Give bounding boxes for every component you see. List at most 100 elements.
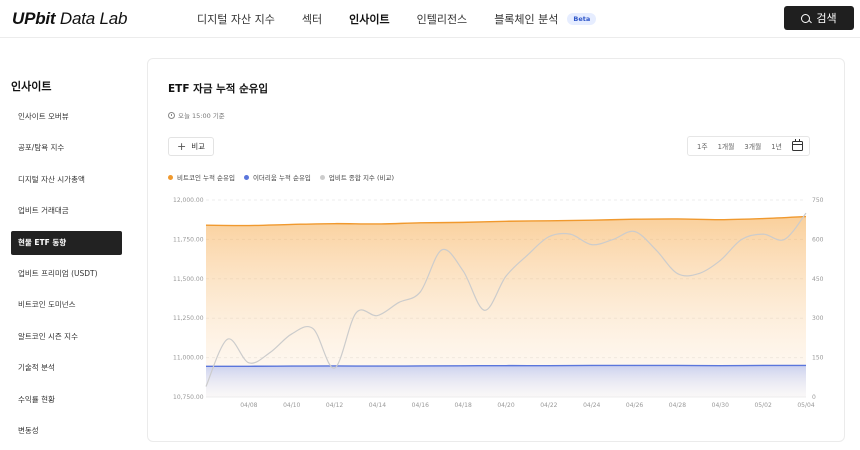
index-series-point bbox=[634, 231, 636, 233]
legend-index-dot bbox=[319, 174, 325, 180]
x-tick-label: 05/02 bbox=[754, 402, 771, 409]
index-series-point bbox=[419, 291, 421, 293]
index-series-point bbox=[784, 239, 786, 241]
x-tick-label: 04/24 bbox=[583, 402, 600, 409]
range-selector: 1주 1개월 3개월 1년 bbox=[687, 136, 810, 156]
index-series-point bbox=[355, 312, 357, 314]
x-tick-label: 04/26 bbox=[626, 402, 643, 409]
y-left-tick-label: 10,750.00 bbox=[173, 394, 204, 401]
eth-series-point bbox=[762, 365, 764, 367]
y-right-tick-label: 750 bbox=[812, 197, 824, 204]
eth-series-point bbox=[591, 365, 593, 367]
btc-series-point bbox=[291, 224, 293, 226]
sidebar-item-insight-overview[interactable]: 인사이트 오버뷰 bbox=[18, 112, 69, 121]
y-axis-right: 750 600 450 300 150 0 bbox=[812, 197, 824, 401]
x-tick-label: 04/30 bbox=[712, 402, 729, 409]
index-series-point bbox=[227, 338, 229, 340]
legend-index[interactable]: 업비트 종합 지수 (비교) bbox=[319, 172, 394, 182]
btc-series-point bbox=[462, 222, 464, 224]
x-tick-label: 04/20 bbox=[497, 402, 514, 409]
btc-series-point bbox=[719, 219, 721, 221]
index-series-point bbox=[805, 212, 807, 214]
index-series-point bbox=[612, 239, 614, 241]
x-axis: 04/08 04/10 04/12 04/14 04/16 04/18 04/20 04/22… bbox=[240, 402, 815, 409]
eth-series-point bbox=[419, 365, 421, 367]
legend-index-label: 업비트 종합 지수 (비교) bbox=[328, 174, 394, 182]
range-1y[interactable]: 1년 bbox=[771, 143, 782, 151]
nav-blockchain-analysis[interactable]: 블록체인 분석 bbox=[494, 13, 559, 26]
btc-series-point bbox=[419, 222, 421, 224]
eth-series-point bbox=[377, 365, 379, 367]
range-1m[interactable]: 1개월 bbox=[717, 143, 735, 151]
range-1w[interactable]: 1주 bbox=[697, 143, 708, 151]
sidebar-item-altcoin-season[interactable]: 알트코인 시즌 지수 bbox=[18, 332, 78, 341]
index-series-point bbox=[462, 270, 464, 272]
top-header: UPbit Data Lab 디지털 자산 지수 섹터 인사이트 인텔리전스 블… bbox=[0, 0, 860, 38]
eth-series-point bbox=[505, 365, 507, 367]
sidebar-item-btc-dominance[interactable]: 비트코인 도미넌스 bbox=[18, 300, 76, 309]
range-3m[interactable]: 3개월 bbox=[744, 143, 762, 151]
index-series-point bbox=[698, 273, 700, 275]
y-right-tick-label: 600 bbox=[812, 236, 824, 243]
y-left-tick-label: 11,500.00 bbox=[173, 276, 204, 283]
sidebar-item-technical-analysis[interactable]: 기술적 분석 bbox=[18, 363, 55, 372]
sidebar-item-returns[interactable]: 수익률 현황 bbox=[18, 395, 55, 404]
eth-series-point bbox=[719, 365, 721, 367]
x-tick-label: 04/10 bbox=[283, 402, 300, 409]
index-series-line bbox=[205, 212, 807, 387]
x-tick-label: 04/22 bbox=[540, 402, 557, 409]
index-series-point bbox=[269, 352, 271, 354]
compare-button[interactable]: + 비교 bbox=[168, 137, 215, 156]
eth-series-line bbox=[205, 364, 807, 367]
index-series-point bbox=[719, 260, 721, 262]
y-axis-left: 12,000.00 11,750.00 11,500.00 11,250.00 11,0… bbox=[173, 197, 204, 401]
nav-digital-asset-index[interactable]: 디지털 자산 지수 bbox=[197, 13, 275, 26]
index-series-point bbox=[655, 249, 657, 251]
btc-series-point bbox=[677, 218, 679, 220]
index-series-point bbox=[377, 315, 379, 317]
y-right-tick-label: 0 bbox=[812, 394, 816, 401]
eth-series-point bbox=[248, 365, 250, 367]
etf-flow-card: ETF 자금 누적 순유입 오늘 15:00 기준 + 비교 1주 1개월 3개… bbox=[147, 58, 845, 442]
nav-intelligence[interactable]: 인텔리전스 bbox=[416, 13, 468, 26]
search-button[interactable]: 검색 bbox=[784, 6, 854, 30]
btc-series-point bbox=[334, 223, 336, 225]
legend-eth-dot bbox=[243, 174, 249, 180]
sidebar-item-fear-greed[interactable]: 공포/탐욕 지수 bbox=[18, 143, 65, 152]
sidebar-item-market-cap[interactable]: 디지털 자산 시가총액 bbox=[18, 175, 85, 184]
eth-series-point bbox=[677, 365, 679, 367]
y-right-tick-label: 150 bbox=[812, 355, 824, 362]
sidebar-item-premium-usdt[interactable]: 업비트 프리미엄 (USDT) bbox=[18, 269, 98, 278]
btc-series-point bbox=[205, 224, 207, 226]
index-series-point bbox=[741, 239, 743, 241]
compare-label: 비교 bbox=[191, 142, 206, 151]
eth-series-point bbox=[462, 365, 464, 367]
y-left-tick-label: 11,000.00 bbox=[173, 355, 204, 362]
search-button-label: 검색 bbox=[816, 12, 837, 25]
index-series-point bbox=[248, 362, 250, 364]
sidebar-item-volatility[interactable]: 변동성 bbox=[18, 426, 39, 435]
sidebar: 인사이트 인사이트 오버뷰 공포/탐욕 지수 디지털 자산 시가총액 업비트 거… bbox=[0, 38, 130, 450]
btc-series-point bbox=[634, 218, 636, 220]
sidebar-item-spot-etf[interactable]: 현물 ETF 동향 bbox=[11, 231, 122, 255]
etf-flow-chart[interactable]: 12,000.00 11,750.00 11,500.00 11,250.00 11,0… bbox=[148, 59, 846, 443]
index-series-point bbox=[398, 302, 400, 304]
chart-legend: 비트코인 누적 순유입 이더리움 누적 순유입 업비트 종합 지수 (비교) bbox=[168, 172, 403, 182]
nav-insight[interactable]: 인사이트 bbox=[349, 13, 390, 26]
upbit-datalab-logo[interactable]: UPbit Data Lab bbox=[12, 9, 128, 28]
btc-series-point bbox=[548, 220, 550, 222]
index-series-point bbox=[334, 367, 336, 369]
x-tick-label: 04/16 bbox=[412, 402, 429, 409]
x-tick-label: 04/18 bbox=[454, 402, 471, 409]
sidebar-item-trading-volume[interactable]: 업비트 거래대금 bbox=[18, 206, 69, 215]
calendar-icon[interactable] bbox=[791, 139, 803, 151]
index-series-point bbox=[205, 386, 207, 388]
y-left-tick-label: 12,000.00 bbox=[173, 197, 204, 204]
legend-btc[interactable]: 비트코인 누적 순유입 bbox=[168, 172, 235, 182]
eth-series-point bbox=[334, 365, 336, 367]
legend-eth[interactable]: 이더리움 누적 순유입 bbox=[243, 172, 311, 182]
btc-series-point bbox=[805, 216, 807, 218]
nav-sector[interactable]: 섹터 bbox=[301, 13, 323, 26]
y-left-tick-label: 11,250.00 bbox=[173, 315, 204, 322]
x-tick-label: 04/28 bbox=[669, 402, 686, 409]
